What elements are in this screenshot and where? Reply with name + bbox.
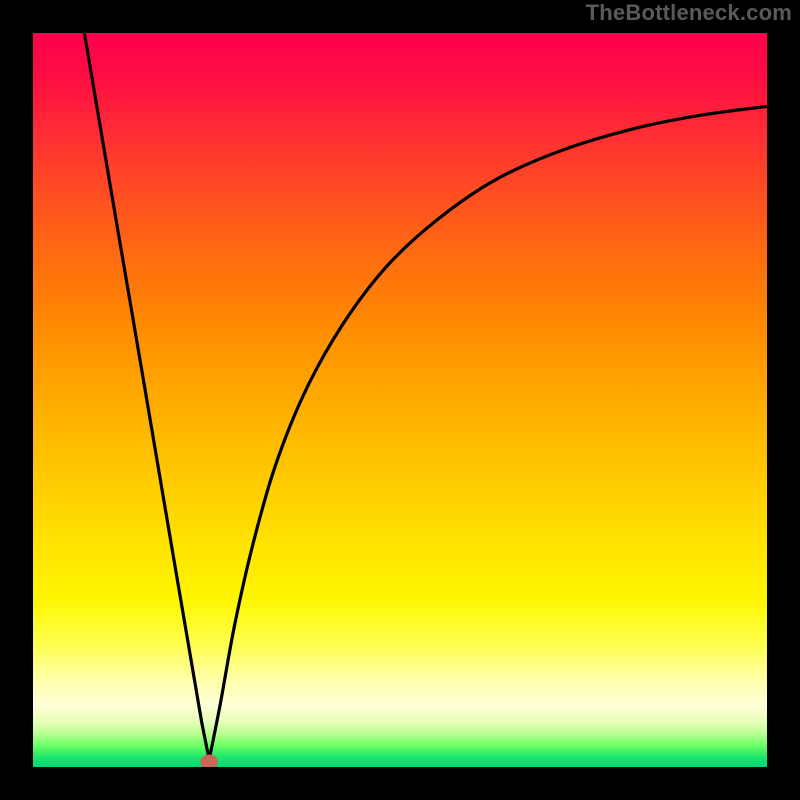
bottleneck-chart [0,0,800,800]
minimum-marker [200,755,218,770]
chart-container: TheBottleneck.com [0,0,800,800]
watermark-text: TheBottleneck.com [586,0,792,26]
plot-gradient-area [33,33,767,767]
